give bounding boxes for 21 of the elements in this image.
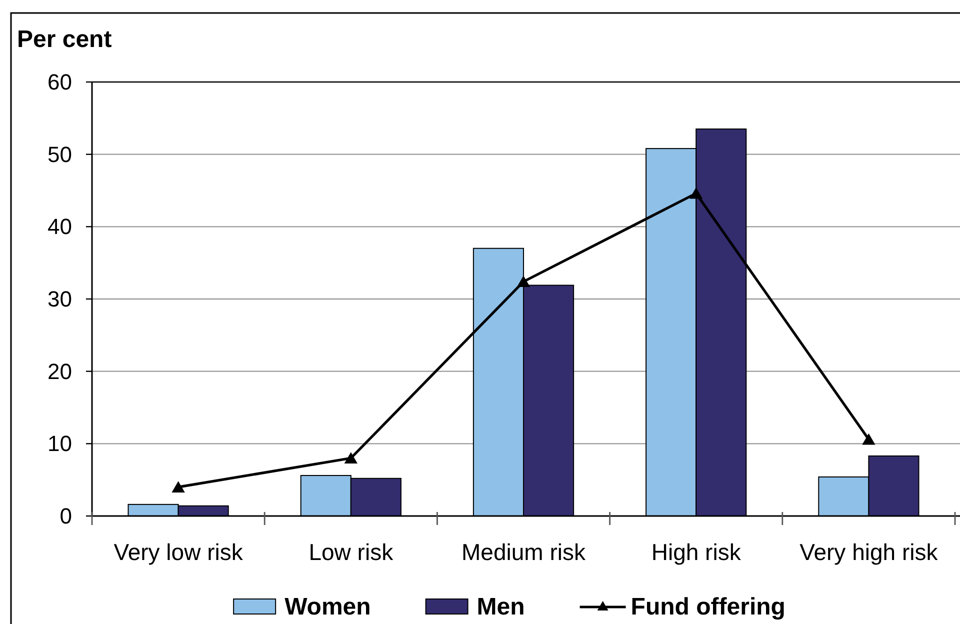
x-tick-label: Low risk — [308, 539, 394, 565]
point — [344, 452, 358, 464]
y-tick-label: 10 — [48, 431, 72, 456]
point — [862, 433, 876, 445]
legend-label: Men — [476, 594, 525, 620]
y-tick-label: 30 — [48, 286, 72, 312]
point — [516, 276, 530, 288]
y-tick-label: 60 — [48, 70, 72, 94]
y-tick-label: 0 — [60, 504, 72, 528]
x-tick-label: Very low risk — [114, 539, 244, 565]
y-tick-label: 50 — [48, 142, 72, 167]
y-tick-label: 40 — [48, 214, 72, 240]
point — [172, 481, 185, 492]
point — [690, 187, 703, 199]
legend-label: Fund offering — [630, 594, 786, 620]
y-axis-title: Per cent — [17, 26, 112, 53]
legend-label: Women — [284, 594, 371, 620]
x-tick-label: Very high risk — [800, 539, 938, 565]
x-tick-label: High risk — [651, 539, 742, 565]
x-tick-label: Medium risk — [462, 539, 586, 565]
y-tick-label: 20 — [48, 358, 72, 384]
